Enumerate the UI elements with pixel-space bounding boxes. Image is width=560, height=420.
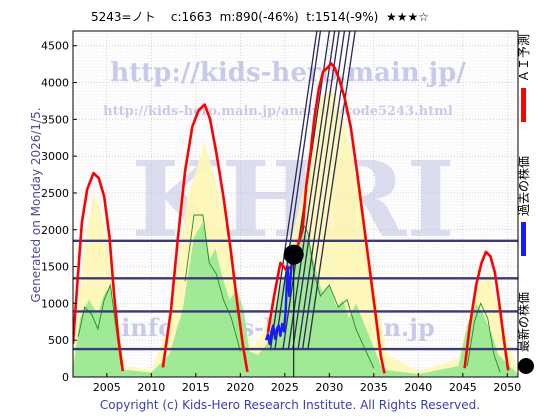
- x-tick-label: 2015: [182, 381, 210, 394]
- y-tick-label: 2000: [41, 224, 69, 237]
- y-tick-label: 0: [62, 371, 69, 384]
- green-sub-line: [77, 283, 122, 367]
- x-tick-label: 2035: [360, 381, 388, 394]
- y-tick-label: 1000: [41, 297, 69, 310]
- trend-line: [287, 31, 336, 350]
- x-tick-label: 2040: [404, 381, 432, 394]
- forecast-line: [161, 103, 249, 373]
- trend-line: [292, 31, 340, 350]
- trend-line: [297, 31, 346, 350]
- y-tick-label: 3500: [41, 113, 69, 126]
- legend-past-label: 過去の株価: [516, 156, 531, 216]
- y-tick-label: 4000: [41, 77, 69, 90]
- current-price-marker: [283, 244, 304, 265]
- x-tick-label: 2050: [493, 381, 521, 394]
- x-tick-label: 2010: [137, 381, 165, 394]
- trend-line: [274, 31, 322, 350]
- copyright-footer: Copyright (c) Kids-Hero Research Institu…: [99, 398, 481, 412]
- y-tick-label: 2500: [41, 187, 69, 200]
- x-tick-label: 2030: [315, 381, 343, 394]
- trend-line: [269, 31, 318, 350]
- legend-forecast-label: ＡＩ予測: [517, 34, 531, 82]
- green-sub-line: [302, 222, 375, 369]
- x-tick-label: 2020: [226, 381, 254, 394]
- past-price-line: [264, 254, 294, 346]
- green-sub-line: [184, 214, 241, 352]
- y-tick-label: 4500: [41, 40, 69, 53]
- legend-latest-swatch: [518, 358, 534, 374]
- y-tick-label: 3000: [41, 150, 69, 163]
- y-tick-label: 1500: [41, 261, 69, 274]
- y-tick-label: 500: [48, 334, 69, 347]
- watermark-url-code: http://kids-hero.main.jp/analysis/code52…: [103, 104, 453, 119]
- x-tick-label: 2045: [449, 381, 477, 394]
- legend-latest-label: 最新の株価: [516, 292, 531, 352]
- forecast-line: [463, 250, 510, 371]
- plot-frame: [72, 30, 519, 378]
- watermark-url: http://kids-hero.main.jp/: [110, 58, 466, 88]
- x-tick-label: 2005: [93, 381, 121, 394]
- plot-area: http://kids-hero.main.jp/http://kids-her…: [73, 31, 518, 377]
- trend-line: [307, 31, 356, 350]
- chart-header: 5243=ノト c:1663 m:890(-46%) t:1514(-9%) ★…: [91, 10, 429, 24]
- legend-forecast-swatch: [521, 88, 526, 122]
- legend-past-swatch: [521, 222, 526, 256]
- forecast-line: [73, 171, 125, 372]
- x-tick-label: 2025: [271, 381, 299, 394]
